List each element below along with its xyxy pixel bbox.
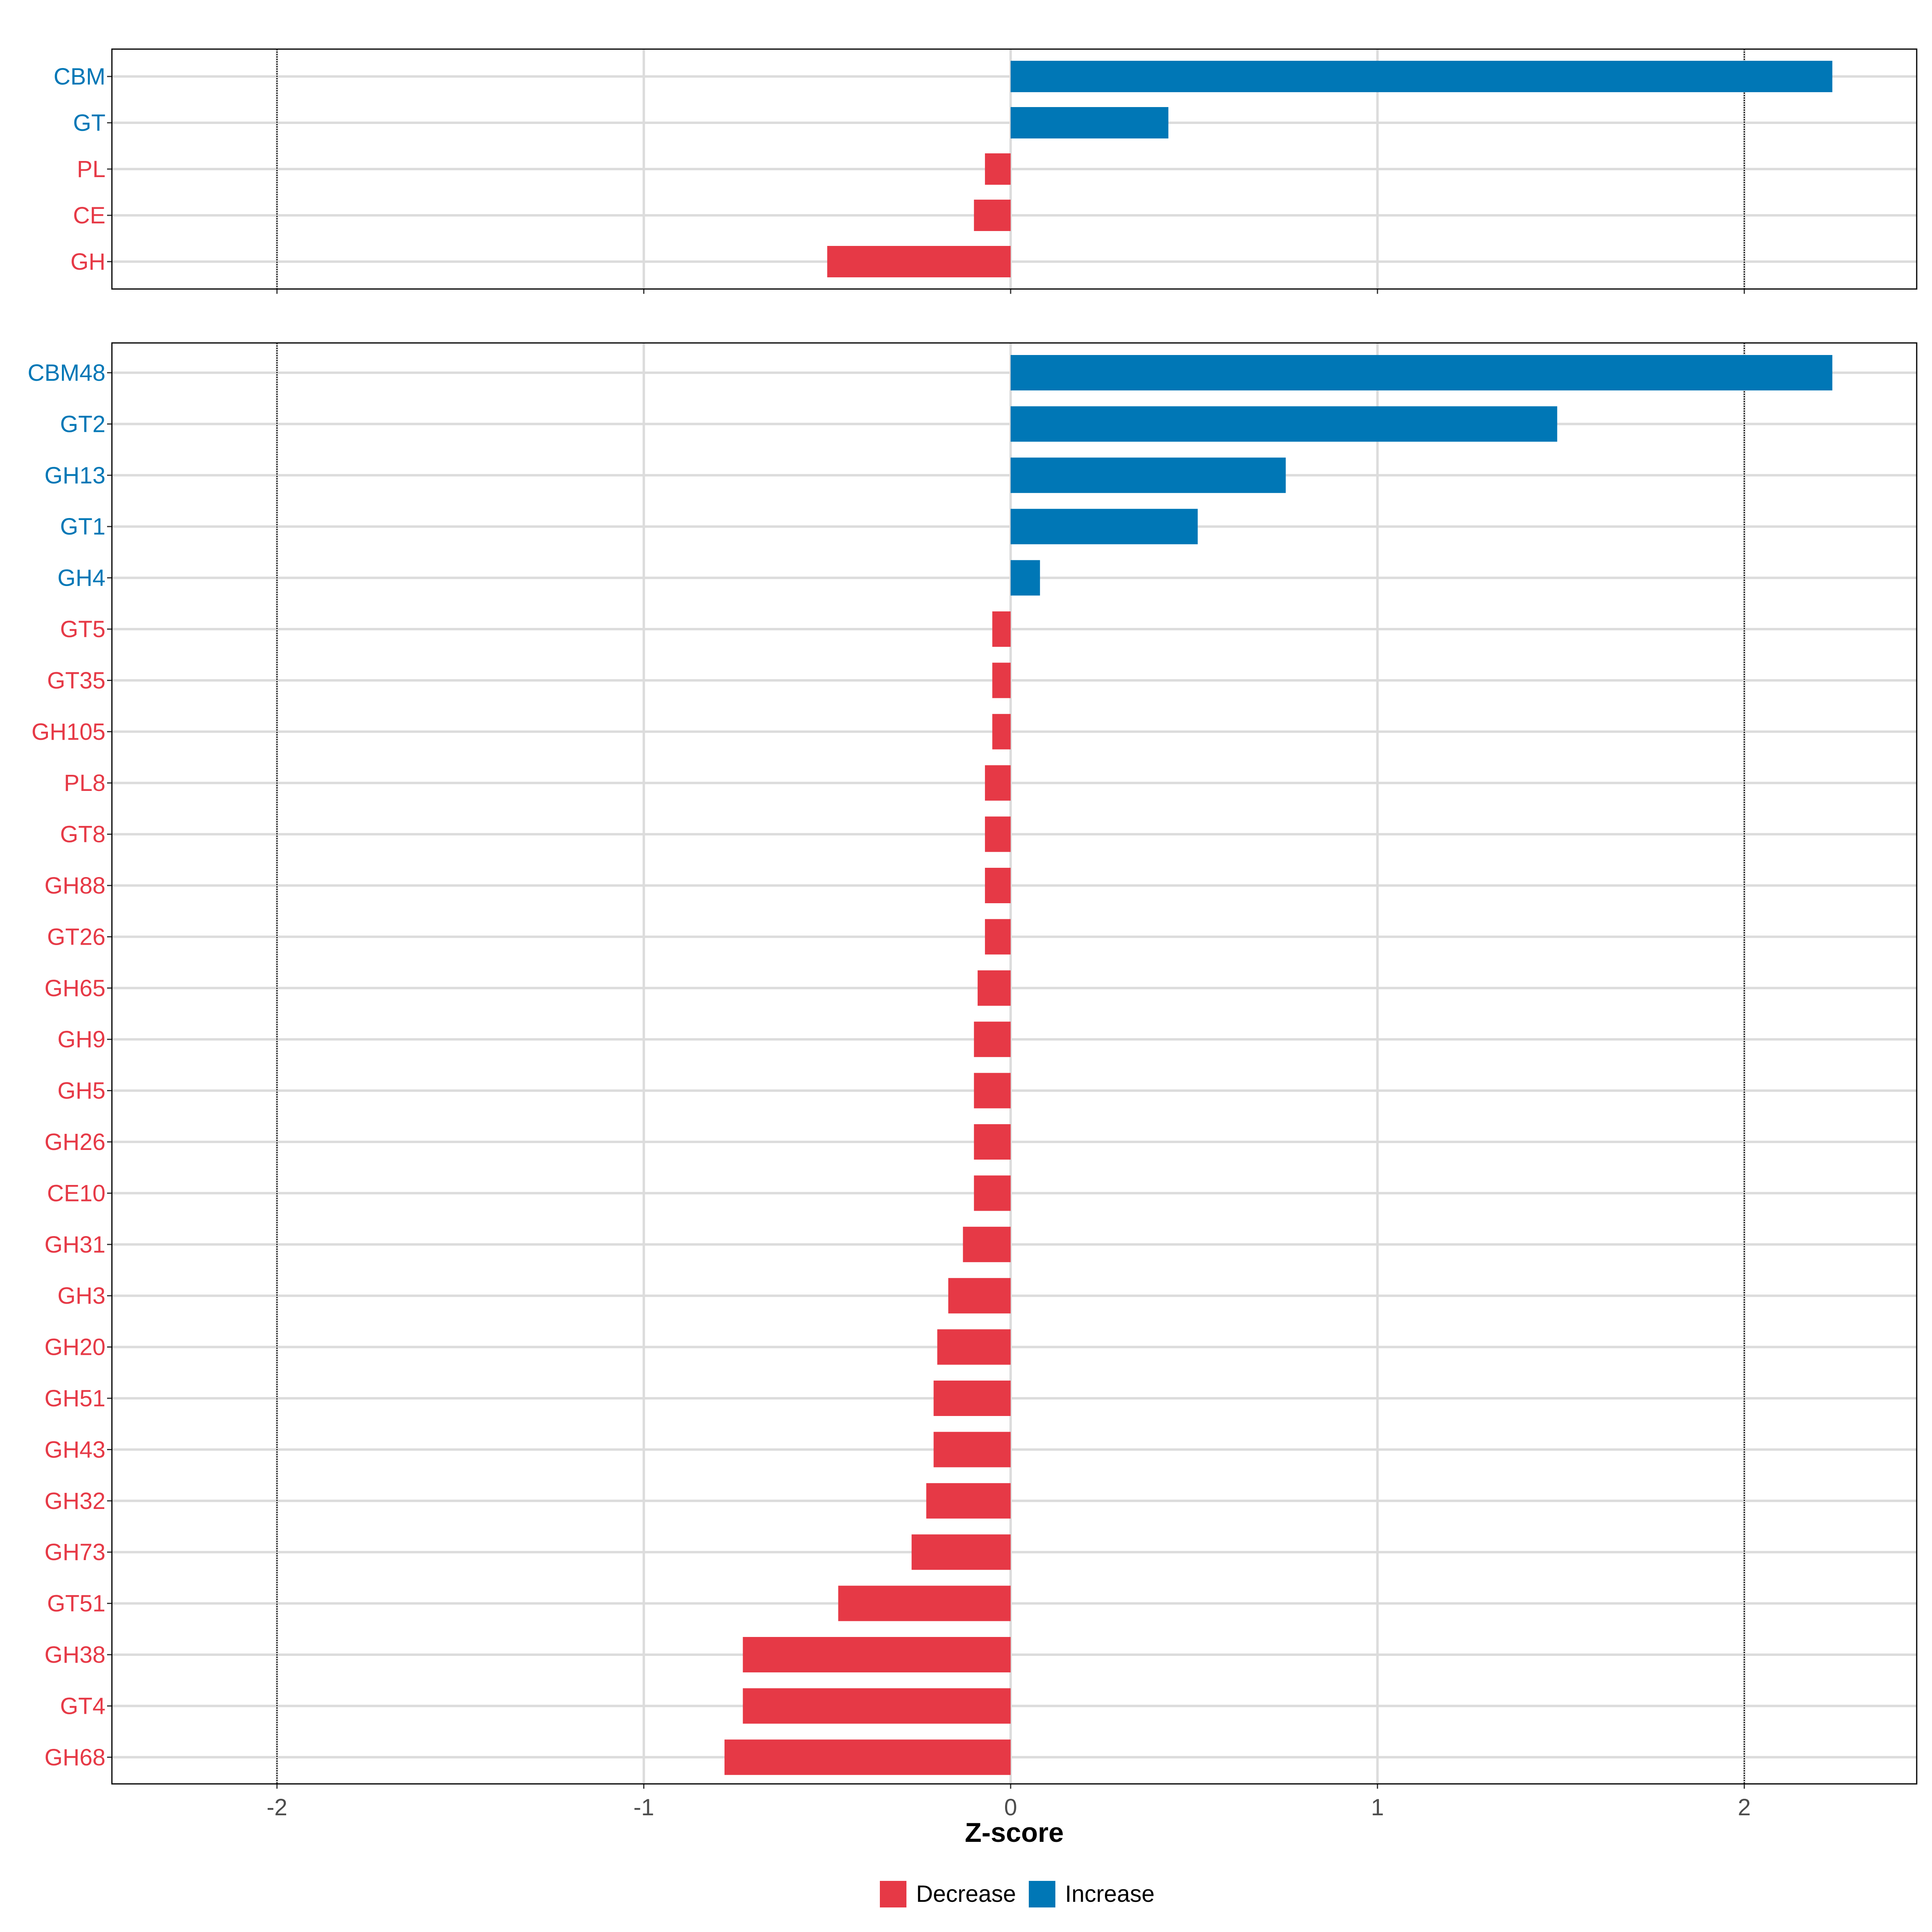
family-ytick-label-GT51: GT51: [47, 1591, 105, 1617]
family-ytick-label-GH31: GH31: [44, 1232, 105, 1258]
class-ytick-label-PL: PL: [77, 156, 105, 182]
family-panel-frame: [111, 342, 1918, 1785]
family-bar-GH105: [992, 714, 1011, 749]
class-panel: CBM GT PL CE GH: [54, 48, 1918, 294]
family-bar-GT51: [838, 1585, 1011, 1621]
xtick-label-0: 0: [1004, 1794, 1017, 1821]
family-ytick-label-PL8: PL8: [64, 770, 105, 796]
family-ytick-label-GT1: GT1: [60, 514, 105, 540]
legend-swatch-increase: [1029, 1881, 1055, 1907]
xtick-label--2: -2: [266, 1794, 287, 1821]
family-bar-CBM48: [1010, 355, 1833, 390]
family-ytick-label-GH105: GH105: [31, 719, 105, 745]
x-axis-label: Z-score: [965, 1817, 1064, 1848]
family-ytick-label-GH3: GH3: [58, 1283, 105, 1309]
family-ytick-label-GH4: GH4: [58, 565, 105, 591]
family-bar-GH51: [933, 1381, 1011, 1416]
family-ytick-label-GH68: GH68: [44, 1744, 105, 1771]
family-ytick-label-GH20: GH20: [44, 1334, 105, 1360]
legend-label-decrease: Decrease: [916, 1881, 1016, 1907]
family-bar-GH20: [937, 1329, 1011, 1365]
family-ytick-label-GH13: GH13: [44, 462, 105, 489]
family-bar-CE10: [974, 1175, 1011, 1211]
xtick-label--1: -1: [634, 1794, 654, 1821]
class-bar-GT: [1010, 107, 1168, 138]
x-axis: -2 -1 0 1 2: [266, 1794, 1750, 1821]
family-bar-GT2: [1010, 406, 1557, 442]
family-panel: CBM48 GT2 GH13 GT1 GH4 GT5 GT35 GH105 PL8 GT8 GH88…: [28, 342, 1918, 1789]
family-ytick-label-GH26: GH26: [44, 1129, 105, 1155]
family-bar-PL8: [985, 765, 1011, 801]
family-bar-GH31: [963, 1226, 1011, 1262]
family-ytick-label-GH73: GH73: [44, 1539, 105, 1565]
family-ytick-label-GH65: GH65: [44, 975, 105, 1001]
family-bar-GH3: [948, 1278, 1011, 1314]
family-ytick-label-GT8: GT8: [60, 822, 105, 848]
family-bar-GH26: [974, 1124, 1011, 1160]
family-ytick-label-GH38: GH38: [44, 1642, 105, 1668]
class-ytick-label-GH: GH: [70, 249, 105, 275]
class-bar-GH: [827, 246, 1011, 277]
family-ytick-label-GH5: GH5: [58, 1078, 105, 1104]
family-bar-GH38: [743, 1637, 1011, 1672]
xtick-label-2: 2: [1738, 1794, 1751, 1821]
family-bar-GH9: [974, 1022, 1011, 1057]
class-bar-PL: [985, 153, 1011, 185]
family-bar-GH43: [933, 1432, 1011, 1468]
family-bar-GH32: [926, 1483, 1011, 1519]
family-bar-GT4: [743, 1688, 1011, 1724]
family-bar-GT1: [1010, 509, 1198, 545]
class-ytick-label-GT: GT: [73, 110, 105, 136]
family-bar-GH5: [974, 1073, 1011, 1108]
family-ytick-label-GT26: GT26: [47, 924, 105, 950]
family-ytick-label-GH32: GH32: [44, 1488, 105, 1514]
legend: Decrease Increase: [880, 1881, 1154, 1907]
family-ytick-label-CE10: CE10: [47, 1180, 105, 1206]
legend-swatch-decrease: [880, 1881, 906, 1907]
class-ytick-label-CBM: CBM: [54, 64, 105, 90]
family-bar-GH68: [724, 1739, 1011, 1775]
family-bar-GH88: [985, 868, 1011, 903]
family-ytick-label-GH51: GH51: [44, 1385, 105, 1412]
family-bar-GH65: [977, 970, 1011, 1006]
family-bar-GT35: [992, 663, 1011, 698]
family-ytick-label-GT4: GT4: [60, 1693, 105, 1719]
family-ytick-label-GT2: GT2: [60, 411, 105, 437]
class-panel-frame: [111, 48, 1918, 290]
class-bar-CBM: [1010, 61, 1833, 92]
class-bar-CE: [974, 200, 1011, 231]
family-bar-GH13: [1010, 457, 1286, 493]
legend-label-increase: Increase: [1065, 1881, 1154, 1907]
family-ytick-label-CBM48: CBM48: [28, 360, 105, 386]
family-ytick-label-GH88: GH88: [44, 873, 105, 899]
family-ytick-label-GH9: GH9: [58, 1026, 105, 1053]
family-bar-GH4: [1010, 560, 1040, 596]
xtick-label-1: 1: [1371, 1794, 1384, 1821]
family-bar-GH73: [911, 1534, 1011, 1570]
family-ytick-label-GH43: GH43: [44, 1437, 105, 1463]
family-ytick-label-GT35: GT35: [47, 667, 105, 694]
family-bar-GT5: [992, 611, 1011, 647]
class-ytick-label-CE: CE: [73, 202, 105, 229]
family-ytick-label-GT5: GT5: [60, 616, 105, 642]
family-bar-GT26: [985, 919, 1011, 955]
family-bar-GT8: [985, 816, 1011, 852]
